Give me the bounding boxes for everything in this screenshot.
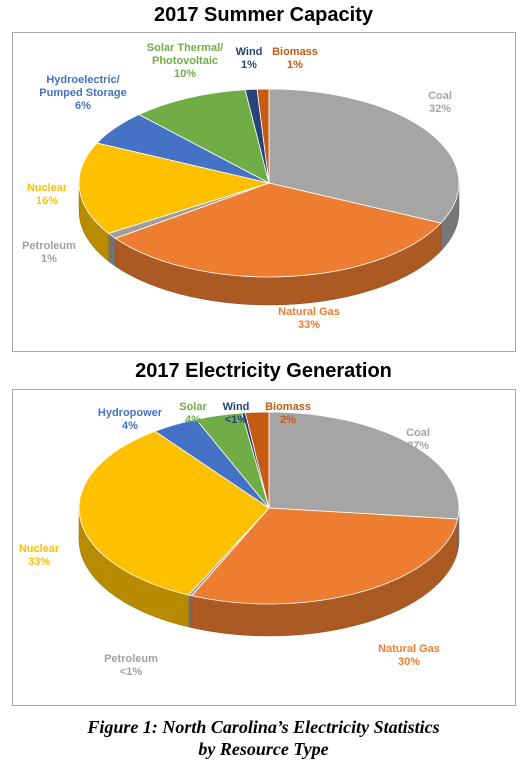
label-natural-gas: Natural Gas [278, 306, 340, 318]
value-natural-gas: 30% [398, 656, 420, 668]
label-coal: Coal [428, 90, 452, 102]
label-solar-thermal-photovoltaic-line-1: Solar Thermal/ [147, 42, 223, 54]
label-biomass: Biomass [272, 46, 318, 58]
value-petroleum: <1% [120, 666, 143, 678]
label-solar: Solar [179, 401, 207, 413]
label-hydropower: Hydropower [98, 407, 163, 419]
label-wind: Wind [236, 46, 263, 58]
label-petroleum: Petroleum [104, 653, 158, 665]
label-biomass: Biomass [265, 401, 311, 413]
value-wind: 1% [241, 59, 257, 71]
value-nuclear: 33% [28, 556, 50, 568]
value-coal: 27% [407, 440, 429, 452]
pie-side-petroleum [108, 232, 116, 267]
label-wind: Wind [223, 401, 250, 413]
pie-slice-biomass [256, 88, 270, 184]
pie-side-petroleum [188, 594, 193, 629]
figure-caption: Figure 1: North Carolina’s Electricity S… [0, 716, 527, 760]
value-hydropower: 4% [122, 420, 138, 432]
pie-slice-natural-gas [114, 182, 442, 278]
chart-2-title: 2017 Electricity Generation [135, 360, 392, 382]
label-nuclear: Nuclear [19, 543, 60, 555]
caption-line-1: Figure 1: North Carolina’s Electricity S… [87, 717, 440, 737]
caption-line-2: by Resource Type [198, 739, 329, 759]
pie-slice-nuclear [78, 142, 271, 234]
pie-slice-coal [268, 411, 460, 520]
value-wind: <1% [225, 414, 248, 426]
chart-2-panel: Coal 27% Natural Gas 30% Petroleum <1% Nuclear… [12, 389, 516, 706]
value-petroleum: 1% [41, 253, 57, 265]
value-solar: 4% [185, 414, 201, 426]
chart-1-title: 2017 Summer Capacity [153, 4, 373, 26]
value-solar-thermal-photovoltaic: 10% [174, 68, 196, 80]
label-solar-thermal-photovoltaic-line-2: Photovoltaic [152, 55, 218, 67]
label-nuclear: Nuclear [27, 182, 68, 194]
label-petroleum: Petroleum [22, 240, 76, 252]
pie-slice-nuclear [78, 430, 270, 596]
value-coal: 32% [429, 103, 451, 115]
value-nuclear: 16% [36, 195, 58, 207]
value-hydroelectric-pumped-storage: 6% [75, 100, 91, 112]
chart-1-panel: Coal 32% Natural Gas 33% Petroleum 1% Nuclear 1… [12, 32, 516, 352]
pie-slice-coal [268, 88, 460, 224]
pie-slice-solar-thermal-photovoltaic [138, 89, 270, 184]
pie-slice-natural-gas [191, 507, 459, 605]
label-coal: Coal [406, 427, 430, 439]
value-biomass: 2% [280, 414, 296, 426]
label-hydroelectric-pumped-storage-line-2: Pumped Storage [39, 87, 126, 99]
value-natural-gas: 33% [298, 319, 320, 331]
pie-slice-biomass [244, 411, 270, 509]
label-hydroelectric-pumped-storage-line-1: Hydroelectric/ [46, 74, 119, 86]
label-natural-gas: Natural Gas [378, 643, 440, 655]
value-biomass: 1% [287, 59, 303, 71]
